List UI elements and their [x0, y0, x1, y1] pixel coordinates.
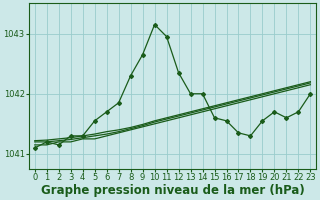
X-axis label: Graphe pression niveau de la mer (hPa): Graphe pression niveau de la mer (hPa): [41, 184, 304, 197]
